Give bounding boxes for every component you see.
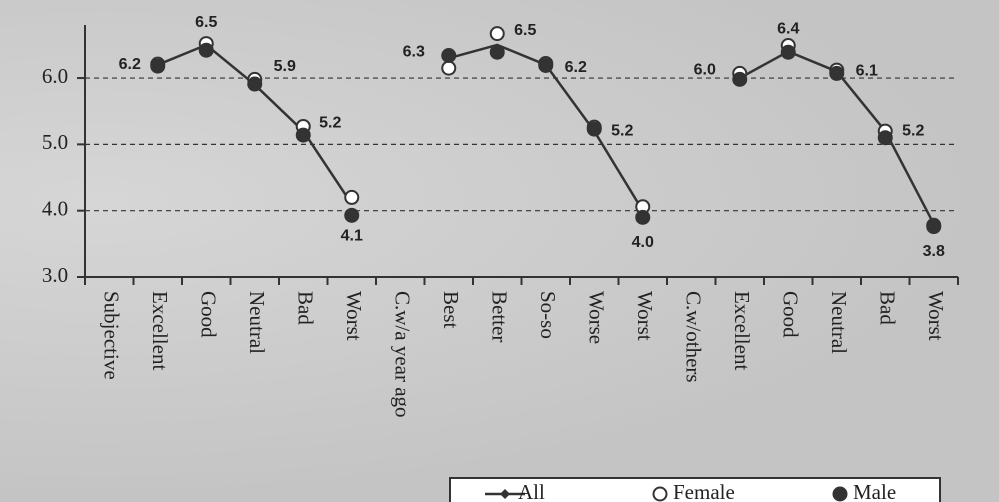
legend-label: All bbox=[518, 480, 545, 502]
legend-swatch bbox=[500, 489, 510, 499]
x-tick-label: Worst bbox=[342, 291, 366, 341]
x-tick-label: Good bbox=[778, 291, 802, 338]
x-tick-label: C.w/a year ago bbox=[390, 291, 414, 418]
legend-label: Male bbox=[853, 480, 896, 502]
value-label: 5.2 bbox=[611, 122, 633, 139]
legend-label: Female bbox=[673, 480, 735, 502]
value-label: 6.5 bbox=[514, 22, 536, 39]
x-tick-label: Neutral bbox=[827, 291, 851, 354]
point bbox=[635, 209, 651, 225]
x-tick-label: Worst bbox=[633, 291, 657, 341]
value-label: 4.1 bbox=[341, 227, 363, 244]
value-label: 6.2 bbox=[565, 59, 587, 76]
y-tick-label: 5.0 bbox=[42, 130, 68, 154]
value-label: 6.0 bbox=[694, 61, 716, 78]
legend-box bbox=[449, 477, 941, 502]
point bbox=[780, 44, 796, 60]
value-label: 6.2 bbox=[119, 56, 141, 73]
x-tick-label: Bad bbox=[293, 291, 317, 325]
point bbox=[344, 189, 360, 205]
x-tick-label: C.w/others bbox=[681, 291, 705, 383]
x-tick-label: Worst bbox=[924, 291, 948, 341]
point bbox=[247, 76, 263, 92]
legend-swatch bbox=[652, 486, 668, 502]
value-label: 3.8 bbox=[923, 243, 945, 260]
x-tick-label: Excellent bbox=[148, 291, 172, 370]
value-label: 5.9 bbox=[274, 58, 296, 75]
point bbox=[877, 130, 893, 146]
x-tick-label: Bad bbox=[875, 291, 899, 325]
point bbox=[538, 57, 554, 73]
value-label: 4.0 bbox=[632, 234, 654, 251]
point bbox=[150, 58, 166, 74]
point bbox=[489, 44, 505, 60]
x-tick-label: Worse bbox=[584, 291, 608, 344]
x-tick-label: Subjective bbox=[99, 291, 123, 380]
point bbox=[344, 207, 360, 223]
value-label: 6.3 bbox=[403, 43, 425, 60]
x-tick-label: So-so bbox=[536, 291, 560, 339]
x-tick-label: Best bbox=[439, 291, 463, 329]
point bbox=[732, 71, 748, 87]
y-tick-label: 4.0 bbox=[42, 196, 68, 220]
value-label: 6.4 bbox=[777, 21, 799, 38]
point bbox=[586, 121, 602, 137]
point bbox=[441, 48, 457, 64]
point bbox=[295, 127, 311, 143]
x-tick-label: Excellent bbox=[730, 291, 754, 370]
point bbox=[441, 60, 457, 76]
value-label: 5.2 bbox=[319, 114, 341, 131]
point bbox=[926, 219, 942, 235]
point bbox=[489, 26, 505, 42]
legend-swatch bbox=[832, 486, 848, 502]
point bbox=[829, 65, 845, 81]
value-label: 6.1 bbox=[856, 63, 878, 80]
value-label: 5.2 bbox=[902, 122, 924, 139]
value-label: 6.5 bbox=[195, 14, 217, 31]
point bbox=[198, 42, 214, 58]
x-tick-label: Good bbox=[196, 291, 220, 338]
y-tick-label: 6.0 bbox=[42, 64, 68, 88]
x-tick-label: Neutral bbox=[245, 291, 269, 354]
y-tick-label: 3.0 bbox=[42, 263, 68, 287]
x-tick-label: Better bbox=[487, 291, 511, 342]
